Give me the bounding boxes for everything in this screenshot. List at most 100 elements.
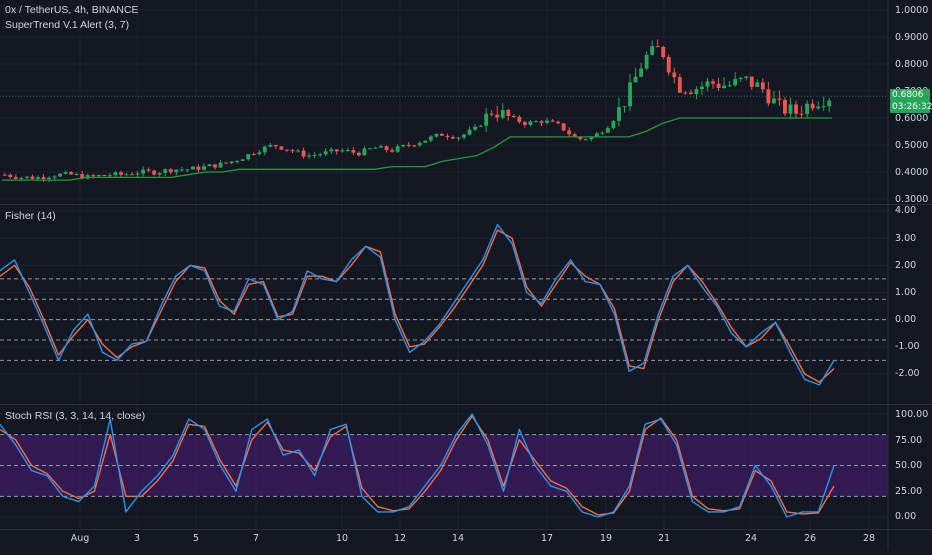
candle-body xyxy=(52,176,57,178)
candle-body xyxy=(583,139,588,141)
candle-body xyxy=(290,150,295,152)
candle-body xyxy=(8,174,13,177)
candle-body xyxy=(213,164,217,168)
countdown-tag: 03:26:32 xyxy=(890,101,932,113)
candle-body xyxy=(771,98,776,104)
fisher-tick: 3.00 xyxy=(895,233,917,244)
candle-body xyxy=(13,176,18,179)
candle-body xyxy=(677,77,682,93)
time-label: Aug xyxy=(70,533,90,544)
candle-body xyxy=(119,172,123,175)
candle-body xyxy=(340,150,345,152)
candle-body xyxy=(683,92,688,94)
candle-body xyxy=(788,104,793,114)
candle-body xyxy=(301,150,306,157)
candle-body xyxy=(561,123,566,131)
candle-body xyxy=(749,76,754,87)
candle-body xyxy=(356,152,361,156)
candle-body xyxy=(273,144,278,147)
fisher-tick: 4.00 xyxy=(895,205,917,216)
candle-body xyxy=(251,154,256,156)
candle-body xyxy=(157,172,162,175)
candle-body xyxy=(124,174,129,176)
candle-body xyxy=(473,126,478,130)
candle-body xyxy=(783,99,787,114)
candle-body xyxy=(694,89,699,94)
candle-body xyxy=(484,113,489,126)
candle-body xyxy=(506,110,511,117)
candle-body xyxy=(96,174,101,177)
candle-body xyxy=(545,120,549,123)
fisher-trigger-line xyxy=(0,229,835,383)
candle-body xyxy=(412,145,417,147)
indicator-lines xyxy=(0,117,835,518)
candle-body xyxy=(600,132,605,134)
candle-body xyxy=(451,137,455,139)
price-tick: 0.9000 xyxy=(895,32,929,43)
time-label: 3 xyxy=(133,533,141,544)
candle-body xyxy=(821,106,826,108)
candle-body xyxy=(91,175,96,177)
price-tick: 0.6000 xyxy=(895,113,929,124)
time-label: 24 xyxy=(744,533,758,544)
candle-body xyxy=(268,144,273,147)
candle-body xyxy=(594,133,599,137)
candle-body xyxy=(307,155,312,157)
candle-body xyxy=(827,100,832,107)
candle-body xyxy=(777,98,782,100)
candle-body xyxy=(406,144,411,146)
candle-body xyxy=(229,161,234,164)
price-tick: 0.8000 xyxy=(895,59,929,70)
last-price-tag: 0.6806 xyxy=(890,89,930,101)
stoch-rsi-legend[interactable]: Stoch RSI (3, 3, 14, 14, close) xyxy=(5,410,146,422)
supertrend-legend[interactable]: SuperTrend V.1 Alert (3, 7) xyxy=(5,19,130,31)
candle-body xyxy=(733,78,738,86)
candle-body xyxy=(163,169,168,173)
candle-body xyxy=(30,176,35,179)
candle-body xyxy=(799,113,804,115)
candle-body xyxy=(794,104,798,114)
candle-body xyxy=(74,173,79,175)
candle-body xyxy=(318,154,323,156)
stoch-tick: 0.00 xyxy=(895,511,917,522)
candle-body xyxy=(705,81,710,87)
candle-body xyxy=(810,103,815,109)
candle-body xyxy=(550,120,555,122)
time-label: 14 xyxy=(451,533,465,544)
candle-body xyxy=(257,152,262,155)
candle-body xyxy=(107,175,112,177)
candle-body xyxy=(700,86,704,90)
candle-body xyxy=(578,137,583,140)
candle-body xyxy=(539,121,544,123)
fisher-legend[interactable]: Fisher (14) xyxy=(5,210,56,222)
candle-body xyxy=(434,133,439,137)
candle-body xyxy=(362,148,367,156)
candle-body xyxy=(617,107,621,121)
candle-body xyxy=(489,113,494,115)
fisher-tick: -1.00 xyxy=(895,341,920,352)
price-tick: 0.5000 xyxy=(895,140,929,151)
candle-body xyxy=(395,146,400,152)
candle-body xyxy=(235,160,240,162)
stoch-tick: 50.00 xyxy=(895,460,923,471)
time-label: 19 xyxy=(599,533,613,544)
candle-body xyxy=(805,103,810,115)
candle-body xyxy=(522,122,527,125)
candle-body xyxy=(467,129,472,135)
candle-body xyxy=(224,162,229,164)
time-label: 28 xyxy=(862,533,876,544)
stoch-k-line xyxy=(0,413,835,518)
symbol-title[interactable]: 0x / TetherUS, 4h, BINANCE xyxy=(5,4,139,16)
candle-body xyxy=(755,82,760,87)
candle-body xyxy=(102,174,107,176)
candle-body xyxy=(19,177,24,179)
candle-body xyxy=(168,169,173,173)
time-label: 7 xyxy=(252,533,260,544)
candle-body xyxy=(141,169,146,174)
candle-body xyxy=(655,46,660,48)
candle-body xyxy=(312,154,317,156)
candle-body xyxy=(517,116,522,123)
candle-body xyxy=(605,128,610,133)
